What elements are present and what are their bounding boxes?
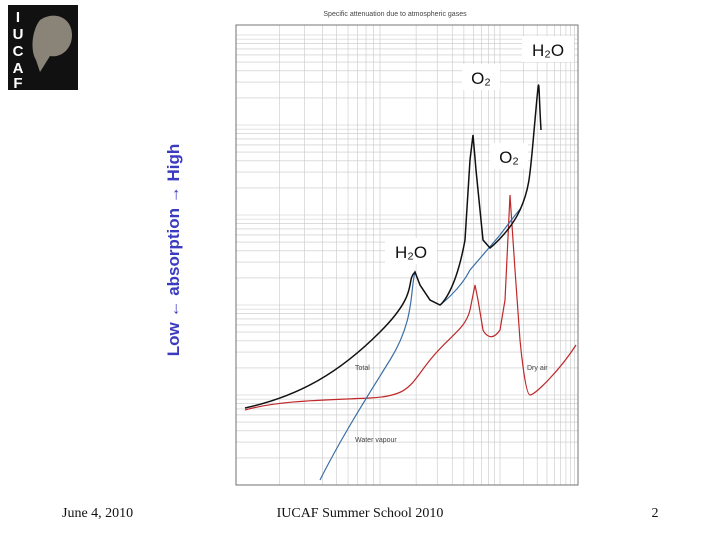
figure-title: Specific attenuation due to atmospheric … — [323, 11, 467, 18]
logo-letter: C — [13, 43, 24, 60]
annotation-box — [522, 36, 574, 62]
total-curve — [244, 84, 542, 409]
annotation-box — [462, 64, 500, 90]
page-number: 2 — [652, 506, 659, 521]
logo-letter: A — [13, 60, 24, 77]
annotation-box — [385, 238, 437, 264]
annotation: O₂ — [471, 69, 491, 88]
footer-event: IUCAF Summer School 2010 — [277, 506, 444, 521]
logo: I U C A F — [8, 5, 78, 92]
logo-emblem — [32, 15, 72, 72]
plot-frame — [235, 24, 579, 486]
logo-letter: I — [16, 9, 20, 26]
axis-label: Low ← absorption → High — [164, 144, 183, 356]
curve-label: Total — [355, 365, 370, 372]
logo-letter: F — [13, 75, 22, 92]
curve-label: Dry air — [527, 365, 548, 372]
logo-letter: U — [13, 26, 24, 43]
annotation: O₂ — [499, 148, 519, 167]
footer-date: June 4, 2010 — [62, 506, 133, 521]
annotation-box — [490, 143, 528, 169]
annotation: H₂O — [532, 41, 564, 60]
curve-label: Water vapour — [355, 437, 397, 444]
figure: Specific attenuation due to atmospheric … — [235, 11, 579, 486]
dry-air-curve — [244, 194, 577, 411]
annotation: H₂O — [395, 243, 427, 262]
